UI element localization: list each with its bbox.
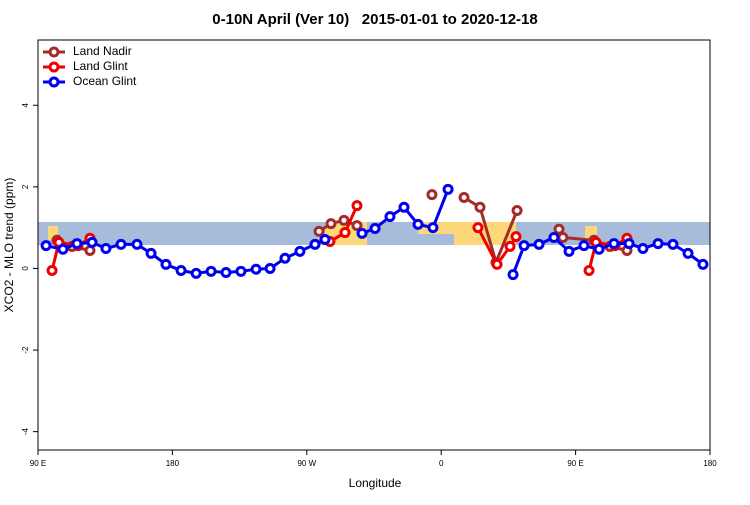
data-point xyxy=(637,242,649,254)
data-point xyxy=(583,264,595,276)
data-point xyxy=(71,238,83,250)
legend-marker xyxy=(48,61,60,73)
data-point xyxy=(339,227,351,239)
chart-title: 0-10N April (Ver 10) 2015-01-01 to 2020-… xyxy=(212,11,537,28)
data-point xyxy=(442,183,454,195)
data-point xyxy=(131,238,143,250)
y-tick-label: 0 xyxy=(21,266,30,271)
data-point xyxy=(190,267,202,279)
data-point xyxy=(309,238,321,250)
data-point xyxy=(578,240,590,252)
data-point xyxy=(325,218,337,230)
data-point xyxy=(507,269,519,281)
data-point xyxy=(518,240,530,252)
data-point xyxy=(40,240,52,252)
data-point xyxy=(145,247,157,259)
x-tick-label: 0 xyxy=(439,459,444,468)
data-point xyxy=(175,264,187,276)
data-point xyxy=(86,236,98,248)
data-point xyxy=(356,227,368,239)
data-point xyxy=(608,238,620,250)
data-point xyxy=(553,223,565,235)
data-point xyxy=(593,243,605,255)
data-point xyxy=(412,218,424,230)
data-point xyxy=(351,220,363,232)
data-point xyxy=(548,231,560,243)
data-point xyxy=(426,189,438,201)
data-point xyxy=(504,240,516,252)
data-point xyxy=(491,258,503,270)
data-point xyxy=(652,238,664,250)
data-point xyxy=(294,245,306,257)
data-point xyxy=(313,225,325,237)
data-point xyxy=(533,238,545,250)
x-tick-label: 90 E xyxy=(567,459,583,468)
data-point xyxy=(338,214,350,226)
data-point xyxy=(46,264,58,276)
data-point xyxy=(398,201,410,213)
x-tick-label: 180 xyxy=(703,459,717,468)
data-point xyxy=(279,252,291,264)
y-axis-label: XCO2 - MLO trend (ppm) xyxy=(2,178,16,313)
x-axis-label: Longitude xyxy=(349,476,402,490)
data-point xyxy=(557,231,569,243)
data-point xyxy=(667,238,679,250)
legend-label: Land Glint xyxy=(73,59,128,73)
data-point xyxy=(264,262,276,274)
data-point xyxy=(623,238,635,250)
data-point xyxy=(458,191,470,203)
data-point xyxy=(563,245,575,257)
y-tick-label: -4 xyxy=(21,428,30,436)
data-point xyxy=(115,238,127,250)
data-point xyxy=(697,258,709,270)
data-point xyxy=(472,222,484,234)
data-point xyxy=(682,247,694,259)
legend-label: Land Nadir xyxy=(73,44,132,58)
y-tick-label: 2 xyxy=(21,184,30,189)
data-point xyxy=(220,267,232,279)
data-point xyxy=(160,258,172,270)
x-tick-label: 90 W xyxy=(297,459,316,468)
data-point xyxy=(250,263,262,275)
data-point xyxy=(235,265,247,277)
data-point xyxy=(205,265,217,277)
legend-label: Ocean Glint xyxy=(73,74,137,88)
plot-frame xyxy=(37,39,711,451)
data-point xyxy=(474,201,486,213)
y-tick-label: -2 xyxy=(21,346,30,354)
data-point xyxy=(511,205,523,217)
x-tick-label: 90 E xyxy=(30,459,46,468)
data-point xyxy=(100,242,112,254)
x-tick-label: 180 xyxy=(166,459,180,468)
data-point xyxy=(57,243,69,255)
data-point xyxy=(427,222,439,234)
land-patch xyxy=(454,222,516,245)
land-patch xyxy=(48,226,58,240)
data-point xyxy=(319,233,331,245)
y-tick-label: 4 xyxy=(21,103,30,108)
data-point xyxy=(384,211,396,223)
data-point xyxy=(351,200,363,212)
data-point xyxy=(369,222,381,234)
legend-marker xyxy=(48,76,60,88)
legend-marker xyxy=(48,46,60,58)
data-point xyxy=(510,231,522,243)
